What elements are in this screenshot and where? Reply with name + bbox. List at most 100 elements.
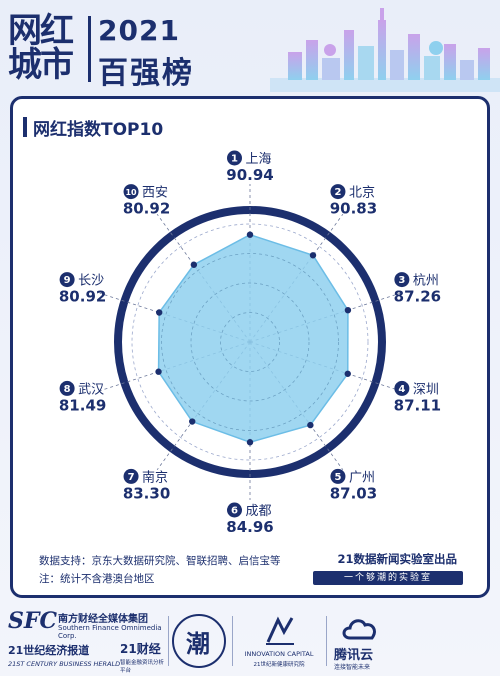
wanghong-city-logo: 网红 城市 <box>8 14 84 84</box>
city-name: 杭州 <box>413 274 439 289</box>
rank-number: 2 <box>334 187 341 198</box>
header-year: 2021 <box>98 14 180 47</box>
radar-point-4 <box>344 370 351 377</box>
header-divider <box>88 16 91 82</box>
rank-badge <box>123 468 139 484</box>
radar-point-5 <box>307 421 314 429</box>
radar-point-2 <box>309 252 317 259</box>
footer-logos: SFC 南方财经全媒体集团 Southern Finance Omnimedia… <box>0 606 500 676</box>
radar-point-9 <box>155 309 163 316</box>
radar-point-3 <box>344 306 352 314</box>
cj21-subtitle: 智能金融资讯分析平台 <box>120 660 165 674</box>
radar-grid-circle-overlay <box>220 312 280 372</box>
rank-number: 5 <box>334 472 341 483</box>
rank-badge <box>394 272 410 288</box>
radar-point-10 <box>190 261 198 268</box>
city-index-value: 87.26 <box>394 288 441 306</box>
city-name: 成都 <box>246 504 272 519</box>
city-index-value: 80.92 <box>123 200 170 218</box>
radar-point-1 <box>246 231 254 238</box>
rank-number: 7 <box>128 472 135 483</box>
footer-separator <box>168 616 169 666</box>
tencent-cloud-name: 腾讯云 <box>334 648 374 663</box>
radar-point-6 <box>246 439 254 446</box>
card-title-bar <box>23 117 27 137</box>
city-index-value: 87.11 <box>394 396 441 414</box>
logo-line1: 网红 <box>8 11 74 51</box>
chart-title: 网红指数TOP10 <box>33 120 164 140</box>
rank-badge <box>330 468 346 484</box>
city-name: 深圳 <box>413 382 439 397</box>
lab-slogan: 一个够潮的实验室 <box>313 571 463 585</box>
rank-number: 10 <box>125 188 137 197</box>
rank-number: 8 <box>64 384 71 395</box>
city-index-value: 80.92 <box>59 288 106 306</box>
herald-name-en: 21ST CENTURY BUSINESS HERALD <box>8 660 121 668</box>
radar-grid-circle-overlay <box>161 253 339 431</box>
city-name: 长沙 <box>78 274 104 289</box>
radar-point-7 <box>189 418 196 425</box>
city-index-value: 81.49 <box>59 396 106 414</box>
rank-badge <box>227 502 242 518</box>
rank-badge <box>59 272 75 288</box>
data-source-label: 数据支持：京东大数据研究院、智联招聘、启信宝等 <box>39 555 281 567</box>
chart-card: 网红指数TOP10 1 上海 90.94 2 北京 90.83 3 杭州 87.26 4 深圳 87.… <box>10 96 490 598</box>
rank-badge <box>59 380 75 396</box>
herald-name-cn: 21世纪经济报道 <box>8 644 90 657</box>
city-index-value: 87.03 <box>330 484 377 502</box>
city-name: 西安 <box>142 186 168 201</box>
logo-line2: 城市 <box>8 45 74 85</box>
rank-number: 4 <box>398 384 405 395</box>
innovation-capital-name-en: INNOVATION CAPITAL <box>244 650 314 658</box>
city-name: 南京 <box>142 469 168 485</box>
city-name: 武汉 <box>78 382 104 397</box>
rank-number: 9 <box>64 275 71 286</box>
city-index-value: 84.96 <box>226 518 273 536</box>
footer-separator <box>232 616 233 666</box>
footer-separator <box>326 616 327 666</box>
city-index-value: 90.94 <box>226 166 273 184</box>
sfc-logo-group: SFC 南方财经全媒体集团 Southern Finance Omnimedia… <box>8 608 166 674</box>
city-skyline-illustration <box>270 8 500 92</box>
corp-name-en: Southern Finance Omnimedia Corp. <box>58 624 162 640</box>
header: 网红 城市 2021 百强榜 <box>0 0 500 92</box>
innovation-capital-logo-icon <box>266 616 294 645</box>
wave-logo-ring <box>172 614 226 668</box>
rank-badge <box>330 184 346 200</box>
radar-data-area <box>157 233 349 444</box>
radar-grid-circle <box>131 223 369 461</box>
city-name: 广州 <box>349 470 375 485</box>
city-name: 北京 <box>349 186 375 201</box>
lab-credit: 21数据新闻实验室出品 <box>337 552 457 566</box>
rank-number: 3 <box>398 275 405 286</box>
cj21-name: 21财经 <box>120 642 161 656</box>
rank-badge <box>227 150 242 166</box>
wave-logo-mark: 潮 <box>186 630 210 658</box>
tencent-cloud-logo-icon <box>342 619 376 640</box>
radar-grid-circle-overlay <box>190 282 310 402</box>
city-name: 上海 <box>246 152 272 167</box>
rank-badge <box>394 380 410 396</box>
footnote: 注：统计不含港澳台地区 <box>39 573 155 585</box>
sfc-logo: SFC <box>8 608 58 634</box>
corp-name-cn: 南方财经全媒体集团 <box>58 614 148 625</box>
rank-number: 1 <box>231 154 238 165</box>
city-index-value: 83.30 <box>123 484 170 502</box>
radar-point-8 <box>155 368 162 375</box>
city-index-value: 90.83 <box>330 200 377 218</box>
header-subtitle: 百强榜 <box>98 56 194 91</box>
tencent-cloud-subtitle: 连接智能未来 <box>334 664 371 671</box>
innovation-capital-name-cn: 21世纪新健康研究院 <box>253 662 305 668</box>
